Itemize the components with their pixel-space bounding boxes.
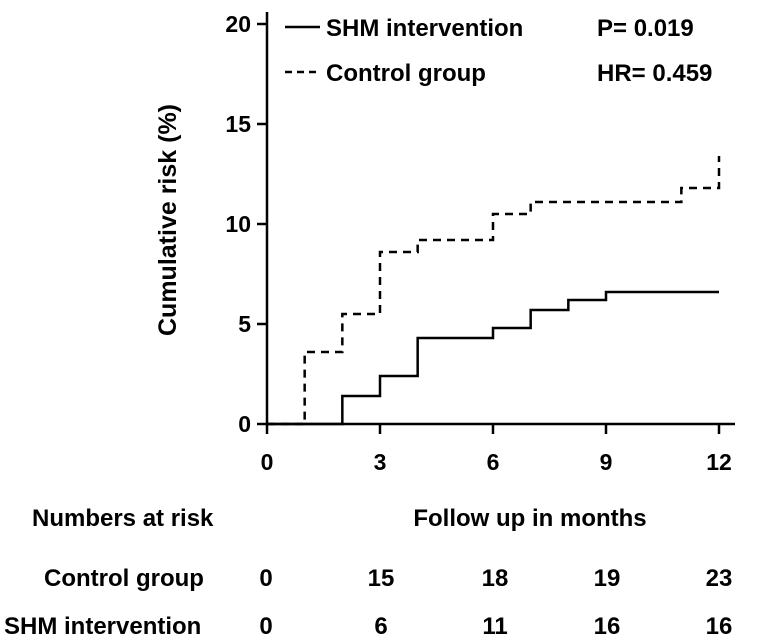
risk-row-label-shm: SHM intervention	[4, 613, 202, 640]
risk-value: 16	[593, 613, 621, 640]
hr-annotation: HR= 0.459	[597, 60, 712, 87]
x-tick-label: 12	[706, 449, 732, 475]
risk-value: 16	[705, 613, 733, 640]
y-tick-label: 15	[225, 111, 251, 137]
y-tick-label: 20	[225, 11, 251, 37]
y-axis-label: Cumulative risk (%)	[154, 104, 182, 336]
legend-label-shm: SHM intervention	[326, 15, 523, 42]
x-tick-label: 6	[487, 449, 500, 475]
x-tick-label: 3	[374, 449, 387, 475]
series-line-shm-intervention	[267, 290, 719, 426]
risk-table-heading: Numbers at risk	[32, 505, 214, 532]
legend-label-control: Control group	[326, 60, 486, 87]
risk-value: 23	[705, 565, 733, 592]
risk-value: 0	[259, 613, 273, 640]
risk-value: 0	[259, 565, 273, 592]
x-tick-label: 9	[600, 449, 613, 475]
series-line-control-group	[267, 156, 721, 426]
y-tick-label: 5	[238, 311, 251, 337]
risk-value: 6	[374, 613, 388, 640]
risk-value: 11	[482, 613, 508, 640]
series-layer	[267, 156, 721, 426]
risk-row-label-control: Control group	[44, 565, 204, 592]
risk-value: 18	[481, 565, 509, 592]
axes: 0 5 10 15 20 0 3 6 9 12	[225, 11, 735, 475]
y-tick-label: 10	[225, 211, 251, 237]
x-axis-label: Follow up in months	[413, 505, 646, 532]
risk-value: 15	[367, 565, 395, 592]
x-tick-label: 0	[261, 449, 274, 475]
legend: SHM intervention Control group	[285, 15, 523, 87]
p-value-annotation: P= 0.019	[597, 15, 694, 42]
risk-value: 19	[593, 565, 621, 592]
y-tick-label: 0	[238, 411, 251, 437]
